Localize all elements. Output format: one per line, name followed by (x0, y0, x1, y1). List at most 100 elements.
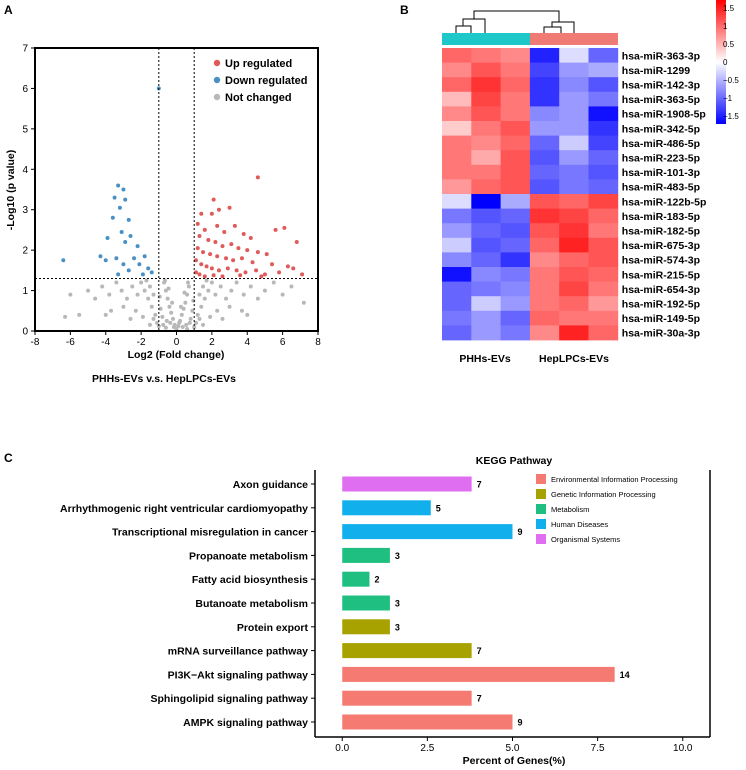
volcano-y-label: -Log10 (p value) (5, 150, 17, 231)
heatmap-row-labels: hsa-miR-363-3p hsa-miR-1299 hsa-miR-142-3p… (622, 50, 707, 339)
volcano-point (123, 240, 128, 245)
mirna-label: hsa-miR-1299 (622, 65, 690, 77)
x-tick-label: 8 (315, 337, 321, 348)
volcano-point (133, 308, 138, 313)
mirna-label: hsa-miR-183-5p (622, 211, 700, 223)
heatmap-cell (529, 135, 560, 151)
heatmap-cell (442, 164, 472, 180)
mirna-label: hsa-miR-363-5p (622, 94, 700, 106)
volcano-point (161, 322, 166, 327)
heatmap-cell (529, 252, 560, 268)
volcano-point (199, 304, 204, 309)
volcano-point (167, 304, 172, 309)
volcano-point (199, 211, 204, 216)
volcano-point (61, 258, 66, 263)
volcano-point (202, 274, 207, 279)
volcano-point (238, 273, 243, 278)
heatmap-cell (529, 48, 560, 63)
heatmap-cell (500, 179, 531, 195)
volcano-point (289, 284, 294, 289)
volcano-point (146, 296, 151, 301)
panel-label-a: A (4, 3, 13, 17)
heatmap-cell (500, 62, 531, 78)
kegg-x-tick-label: 0.0 (335, 743, 349, 754)
volcano-point (224, 296, 229, 301)
kegg-bar-count: 3 (395, 622, 400, 632)
volcano-point (239, 308, 244, 313)
volcano-point (248, 284, 253, 289)
y-tick-label: 4 (22, 165, 28, 176)
volcano-point (63, 314, 68, 319)
kegg-bar (342, 690, 472, 706)
y-tick-label: 5 (22, 124, 28, 135)
volcano-point (294, 240, 299, 245)
volcano-point (241, 231, 246, 236)
heatmap-cell (559, 237, 589, 253)
kegg-x-label: Percent of Genes(%) (463, 755, 566, 767)
volcano-point (277, 270, 282, 275)
legend-up-label: Up regulated (225, 58, 292, 70)
legend-gen-label: Genetic Information Processing (551, 490, 656, 499)
heatmap-cell (442, 325, 472, 341)
volcano-point (231, 258, 236, 263)
volcano-point (262, 272, 267, 277)
mirna-label: hsa-miR-182-5p (622, 226, 700, 238)
heatmap-cell (529, 91, 560, 107)
kegg-bar (342, 524, 513, 540)
heatmap-cell (529, 106, 560, 122)
heatmap-cell (559, 252, 589, 268)
volcano-point (255, 175, 260, 180)
volcano-point (213, 292, 218, 297)
kegg-title: KEGG Pathway (476, 455, 553, 467)
volcano-point (213, 240, 218, 245)
volcano-point (109, 308, 114, 313)
kegg-bar-count: 7 (477, 694, 482, 704)
legend-hum-swatch (536, 519, 546, 529)
heatmap-cell (588, 223, 619, 239)
volcano-point (248, 236, 253, 241)
volcano-point (179, 312, 184, 317)
volcano-point (225, 266, 230, 271)
heatmap-cell (471, 310, 501, 326)
heatmap-cell (442, 77, 472, 93)
mirna-label: hsa-miR-149-5p (622, 313, 700, 325)
heatmap-cell (559, 194, 589, 209)
volcano-point (209, 211, 214, 216)
volcano-point (103, 312, 108, 317)
volcano-point (215, 223, 220, 228)
heatmap-cell (559, 77, 589, 93)
kegg-category-label: Fatty acid biosynthesis (192, 574, 308, 586)
volcano-point (68, 292, 73, 297)
x-tick-label: 6 (280, 337, 286, 348)
dendro-branch (543, 26, 562, 33)
volcano-point (178, 304, 183, 309)
colorbar-tick-label: −1.5 (723, 112, 739, 121)
volcano-point (255, 296, 260, 301)
volcano-point (239, 256, 244, 261)
x-tick-label: 0 (174, 337, 180, 348)
heatmap-cell (588, 310, 619, 326)
volcano-point (250, 260, 255, 265)
heatmap-cell (471, 91, 501, 107)
volcano-point (197, 233, 202, 238)
heatmap-cell (588, 237, 619, 253)
volcano-point (234, 268, 239, 273)
volcano-point (193, 258, 198, 263)
volcano-point (132, 256, 137, 261)
volcano-point (241, 292, 246, 297)
volcano-point (158, 306, 163, 311)
volcano-point (245, 312, 250, 317)
heatmap-cell (529, 267, 560, 282)
legend-down-label: Down regulated (225, 75, 308, 87)
heatmap-cell (559, 325, 589, 341)
volcano-point (224, 256, 229, 261)
volcano-point (192, 324, 197, 329)
volcano-point (208, 314, 213, 319)
kegg-category-label: mRNA surveillance pathway (168, 646, 308, 658)
heatmap: hsa-miR-363-3p hsa-miR-1299 hsa-miR-142-3p… (442, 0, 739, 365)
heatmap-cell (442, 252, 472, 268)
heatmap-cell (471, 223, 501, 239)
mirna-label: hsa-miR-675-3p (622, 240, 700, 252)
kegg-bar-count: 3 (395, 599, 400, 609)
mirna-label: hsa-miR-1908-5p (622, 109, 706, 121)
